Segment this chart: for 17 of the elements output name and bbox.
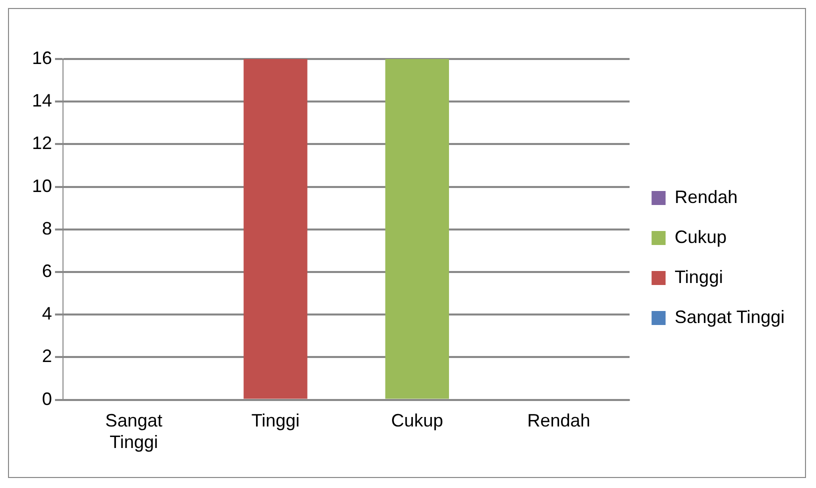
y-tick-label: 14 — [32, 90, 52, 111]
legend-label: Tinggi — [674, 266, 723, 287]
y-tick-label: 6 — [42, 260, 52, 281]
y-tick-label: 12 — [32, 133, 52, 154]
x-tick-label: Cukup — [391, 410, 444, 431]
legend-label: Cukup — [674, 226, 727, 247]
y-tick-label: 2 — [42, 346, 52, 366]
y-tick-label: 8 — [42, 218, 52, 238]
x-tick-label: Sangat Tinggi — [105, 410, 162, 452]
x-tick-label: Rendah — [527, 410, 590, 431]
y-tick-label: 0 — [42, 388, 52, 409]
x-tick-label: Tinggi — [251, 410, 300, 431]
legend-label: Rendah — [674, 186, 738, 207]
y-tick-label: 16 — [32, 48, 52, 68]
y-tick-label: 4 — [42, 304, 52, 324]
legend-label: Sangat Tinggi — [674, 306, 785, 327]
y-tick-label: 10 — [32, 176, 52, 196]
